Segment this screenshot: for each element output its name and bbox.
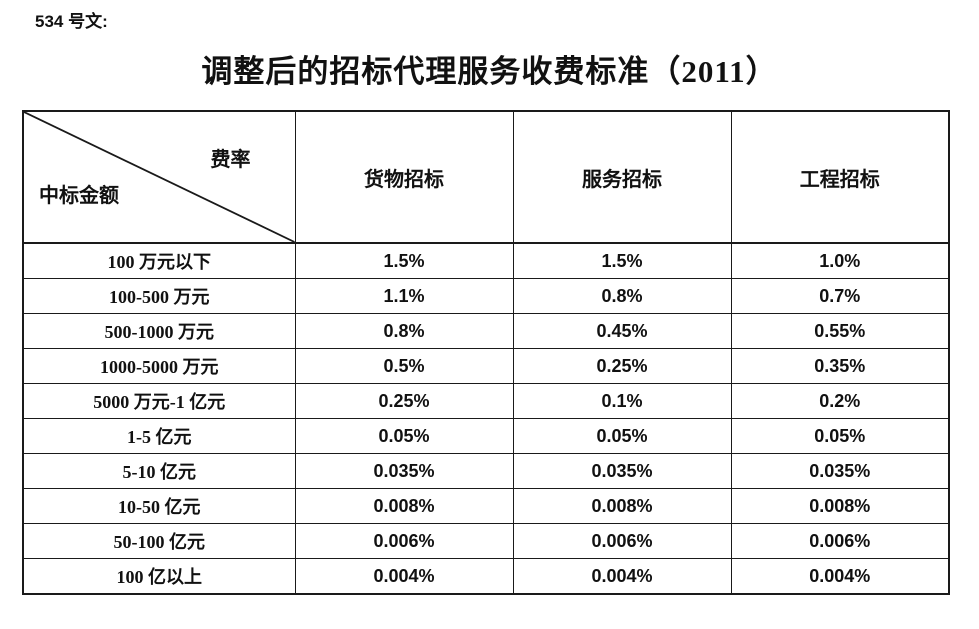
column-header-services: 服务招标 (512, 110, 732, 244)
cell-value: 1.5% (294, 242, 514, 279)
table-row: 100 万元以下 1.5% 1.5% 1.0% (22, 242, 950, 279)
cell-value: 0.035% (512, 453, 732, 489)
cell-value: 0.006% (512, 523, 732, 559)
cell-value: 0.008% (512, 488, 732, 524)
cell-value: 0.006% (730, 523, 950, 559)
row-label: 100-500 万元 (22, 278, 296, 314)
table-row: 1000-5000 万元 0.5% 0.25% 0.35% (22, 348, 950, 384)
table-row: 500-1000 万元 0.8% 0.45% 0.55% (22, 313, 950, 349)
table-row: 10-50 亿元 0.008% 0.008% 0.008% (22, 488, 950, 524)
cell-value: 0.2% (730, 383, 950, 419)
column-header-works: 工程招标 (730, 110, 950, 244)
diagonal-divider-line (24, 112, 295, 242)
table-row: 1-5 亿元 0.05% 0.05% 0.05% (22, 418, 950, 454)
page-title: 调整后的招标代理服务收费标准（2011） (201, 54, 778, 89)
cell-value: 1.5% (512, 242, 732, 279)
row-label: 500-1000 万元 (22, 313, 296, 349)
corner-header-cell: 费率 中标金额 (22, 110, 296, 244)
header-row: 费率 中标金额 货物招标 服务招标 工程招标 (22, 110, 950, 244)
fee-rate-table: 费率 中标金额 货物招标 服务招标 工程招标 100 万元以下 1.5% 1.5… (22, 110, 950, 595)
row-label: 5000 万元-1 亿元 (22, 383, 296, 419)
cell-value: 0.004% (294, 558, 514, 595)
cell-value: 0.45% (512, 313, 732, 349)
cell-value: 0.008% (294, 488, 514, 524)
cell-value: 0.035% (730, 453, 950, 489)
row-label: 5-10 亿元 (22, 453, 296, 489)
cell-value: 0.25% (512, 348, 732, 384)
table-row: 50-100 亿元 0.006% 0.006% 0.006% (22, 523, 950, 559)
cell-value: 0.05% (512, 418, 732, 454)
cell-value: 0.035% (294, 453, 514, 489)
corner-label-amount: 中标金额 (39, 185, 119, 207)
cell-value: 0.004% (730, 558, 950, 595)
table-row: 5000 万元-1 亿元 0.25% 0.1% 0.2% (22, 383, 950, 419)
cell-value: 0.55% (730, 313, 950, 349)
cell-value: 0.7% (730, 278, 950, 314)
cell-value: 0.8% (512, 278, 732, 314)
table-row: 5-10 亿元 0.035% 0.035% 0.035% (22, 453, 950, 489)
row-label: 100 万元以下 (22, 242, 296, 279)
corner-label-rate: 费率 (210, 149, 251, 171)
row-label: 100 亿以上 (22, 558, 296, 595)
cell-value: 0.004% (512, 558, 732, 595)
column-header-goods: 货物招标 (294, 110, 514, 244)
cell-value: 0.006% (294, 523, 514, 559)
row-label: 50-100 亿元 (22, 523, 296, 559)
table-row: 100 亿以上 0.004% 0.004% 0.004% (22, 558, 950, 595)
table-row: 100-500 万元 1.1% 0.8% 0.7% (22, 278, 950, 314)
row-label: 10-50 亿元 (22, 488, 296, 524)
cell-value: 0.008% (730, 488, 950, 524)
row-label: 1-5 亿元 (22, 418, 296, 454)
cell-value: 0.5% (294, 348, 514, 384)
row-label: 1000-5000 万元 (22, 348, 296, 384)
cell-value: 0.1% (512, 383, 732, 419)
cell-value: 0.05% (294, 418, 514, 454)
cell-value: 0.35% (730, 348, 950, 384)
cell-value: 1.1% (294, 278, 514, 314)
cell-value: 1.0% (730, 242, 950, 279)
doc-ref-label: 534 号文: (35, 12, 108, 31)
cell-value: 0.8% (294, 313, 514, 349)
cell-value: 0.05% (730, 418, 950, 454)
cell-value: 0.25% (294, 383, 514, 419)
